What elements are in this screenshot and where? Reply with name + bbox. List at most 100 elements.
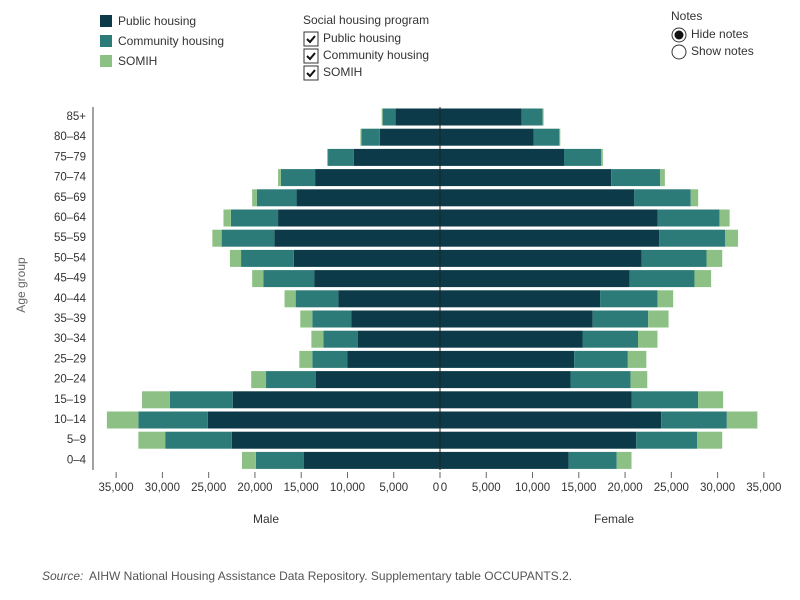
bar-segment bbox=[274, 229, 440, 247]
legend-swatch bbox=[100, 15, 112, 27]
bar-segment bbox=[379, 128, 440, 146]
y-tick-label: 65–69 bbox=[54, 192, 86, 204]
bar-segment bbox=[440, 451, 569, 469]
notes-option[interactable]: Show notes bbox=[691, 44, 754, 58]
filter-option[interactable]: Community housing bbox=[323, 48, 429, 62]
bar-segment bbox=[648, 310, 669, 328]
bar-segment bbox=[207, 411, 440, 429]
filter-option[interactable]: Public housing bbox=[323, 31, 401, 45]
bar-segment bbox=[221, 229, 275, 247]
bar-segment bbox=[295, 290, 339, 308]
bar-segment bbox=[719, 209, 730, 227]
bar-segment bbox=[592, 310, 649, 328]
bar-segment bbox=[284, 290, 296, 308]
y-axis-label: Age group bbox=[14, 257, 28, 313]
y-tick-label: 10–14 bbox=[54, 414, 87, 426]
bar-segment bbox=[361, 128, 380, 146]
bar-segment bbox=[252, 270, 264, 288]
legend-label: SOMIH bbox=[118, 54, 157, 68]
bar-segment bbox=[568, 451, 617, 469]
bar-segment bbox=[232, 391, 440, 409]
bar-segment bbox=[440, 148, 564, 166]
bar-segment bbox=[570, 371, 631, 389]
checkbox[interactable] bbox=[303, 31, 319, 47]
notes-option[interactable]: Hide notes bbox=[691, 27, 748, 41]
bar-segment bbox=[440, 350, 575, 368]
bar-segment bbox=[360, 128, 362, 146]
bar-segment bbox=[138, 431, 166, 449]
bar-segment bbox=[347, 350, 440, 368]
bar-segment bbox=[440, 249, 642, 267]
x-tick-label: 5,000 bbox=[379, 482, 408, 494]
bar-segment bbox=[314, 270, 440, 288]
bar-segment bbox=[631, 391, 699, 409]
bar-segment bbox=[726, 411, 758, 429]
bar-segment bbox=[231, 431, 440, 449]
x-tick-label: 20,000 bbox=[237, 482, 272, 494]
bar-segment bbox=[169, 391, 233, 409]
bar-segment bbox=[300, 310, 313, 328]
bar-segment bbox=[312, 350, 348, 368]
bar-segment bbox=[241, 249, 294, 267]
y-tick-label: 55–59 bbox=[54, 232, 86, 244]
bar-segment bbox=[315, 169, 440, 187]
bar-segment bbox=[106, 411, 139, 429]
bar-segment bbox=[725, 229, 738, 247]
source-text: AIHW National Housing Assistance Data Re… bbox=[89, 569, 572, 583]
y-tick-label: 15–19 bbox=[54, 394, 86, 406]
bar-segment bbox=[278, 209, 440, 227]
bar-segment bbox=[440, 270, 630, 288]
bar-segment bbox=[616, 451, 632, 469]
bar-segment bbox=[661, 411, 727, 429]
bar-segment bbox=[251, 371, 267, 389]
y-tick-label: 35–39 bbox=[54, 313, 86, 325]
bar-segment bbox=[316, 371, 440, 389]
bar-segment bbox=[563, 148, 602, 166]
bar-segment bbox=[303, 451, 440, 469]
check-mark bbox=[306, 69, 316, 78]
bar-segment bbox=[338, 290, 440, 308]
bar-segment bbox=[440, 290, 601, 308]
bar-segment bbox=[634, 189, 691, 207]
bar-segment bbox=[630, 371, 648, 389]
bar-segment bbox=[299, 350, 313, 368]
bar-segment bbox=[641, 249, 707, 267]
bar-segment bbox=[440, 310, 593, 328]
bar-segment bbox=[323, 330, 358, 348]
filter-option[interactable]: SOMIH bbox=[323, 65, 362, 79]
bar-segment bbox=[138, 411, 208, 429]
bar-segment bbox=[293, 249, 440, 267]
x-tick-label: 35,000 bbox=[99, 482, 134, 494]
bar-segment bbox=[296, 189, 440, 207]
checkbox[interactable] bbox=[303, 65, 319, 81]
x-tick-label: 30,000 bbox=[700, 482, 735, 494]
bar-segment bbox=[351, 310, 440, 328]
bar-segment bbox=[328, 148, 354, 166]
bar-segment bbox=[440, 189, 635, 207]
bar-segment bbox=[311, 330, 324, 348]
bar-segment bbox=[706, 249, 723, 267]
bar-segment bbox=[559, 128, 561, 146]
bar-segment bbox=[533, 128, 560, 146]
bar-segment bbox=[255, 451, 304, 469]
bar-segment bbox=[600, 290, 658, 308]
x-tick-label: 20,000 bbox=[607, 482, 642, 494]
checkbox[interactable] bbox=[303, 48, 319, 64]
y-tick-label: 45–49 bbox=[54, 273, 86, 285]
bar-segment bbox=[574, 350, 628, 368]
y-tick-label: 40–44 bbox=[54, 293, 87, 305]
bar-segment bbox=[229, 249, 242, 267]
bar-segment bbox=[252, 189, 257, 207]
bar-segment bbox=[440, 128, 534, 146]
bar-segment bbox=[327, 148, 329, 166]
bar-segment bbox=[659, 229, 726, 247]
bar-segment bbox=[223, 209, 231, 227]
radio[interactable] bbox=[671, 44, 687, 60]
notes-title: Notes bbox=[671, 9, 702, 23]
x-tick-label: 25,000 bbox=[191, 482, 226, 494]
bar-segment bbox=[266, 371, 317, 389]
x-axis-label: Male bbox=[253, 512, 279, 526]
bar-segment bbox=[263, 270, 315, 288]
bar-segment bbox=[694, 270, 712, 288]
y-tick-label: 20–24 bbox=[54, 374, 87, 386]
